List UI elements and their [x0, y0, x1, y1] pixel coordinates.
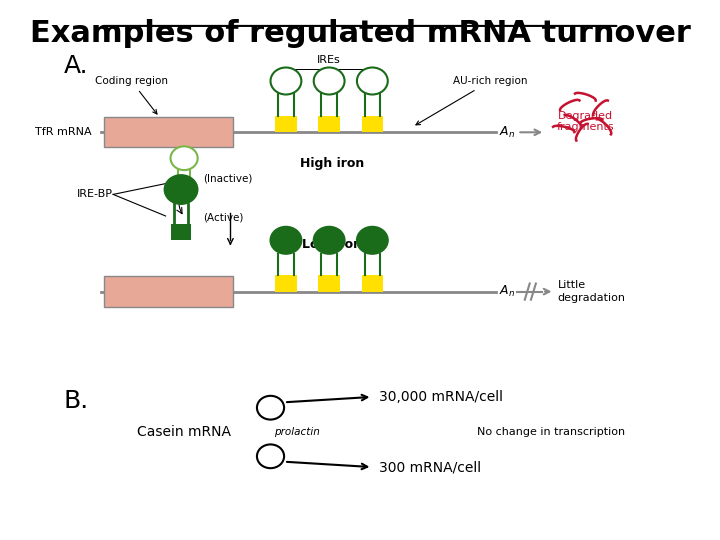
FancyBboxPatch shape	[361, 116, 383, 132]
Text: 30,000 mRNA/cell: 30,000 mRNA/cell	[379, 390, 503, 404]
Text: A.: A.	[64, 54, 89, 78]
Text: -: -	[267, 447, 274, 465]
Text: Examples of regulated mRNA turnover: Examples of regulated mRNA turnover	[30, 19, 690, 48]
Text: Casein mRNA: Casein mRNA	[137, 425, 231, 439]
Text: B.: B.	[64, 389, 89, 413]
Circle shape	[257, 396, 284, 420]
Text: Low iron: Low iron	[302, 238, 362, 251]
Circle shape	[314, 227, 345, 254]
Text: $A_n$: $A_n$	[499, 284, 515, 299]
FancyBboxPatch shape	[275, 116, 297, 132]
Text: IRE-BP: IRE-BP	[77, 190, 113, 199]
Circle shape	[314, 68, 345, 94]
FancyBboxPatch shape	[318, 116, 340, 132]
Circle shape	[271, 68, 302, 94]
Text: No change in transcription: No change in transcription	[477, 427, 626, 437]
Text: IREs: IREs	[318, 55, 341, 65]
Circle shape	[271, 227, 302, 254]
Text: $A_n$: $A_n$	[499, 125, 515, 140]
FancyBboxPatch shape	[104, 117, 233, 147]
FancyBboxPatch shape	[104, 276, 233, 307]
Circle shape	[357, 227, 388, 254]
Text: (Inactive): (Inactive)	[202, 173, 252, 183]
FancyBboxPatch shape	[171, 224, 192, 240]
Text: High iron: High iron	[300, 157, 364, 170]
Circle shape	[257, 444, 284, 468]
Text: AU-rich region: AU-rich region	[416, 76, 527, 125]
Text: Degraded
fragments: Degraded fragments	[557, 111, 614, 132]
Text: 300 mRNA/cell: 300 mRNA/cell	[379, 460, 481, 474]
Circle shape	[165, 176, 197, 204]
FancyBboxPatch shape	[275, 275, 297, 292]
Circle shape	[171, 146, 198, 170]
Text: Coding region: Coding region	[95, 76, 168, 114]
FancyBboxPatch shape	[175, 189, 194, 202]
FancyBboxPatch shape	[318, 275, 340, 292]
Circle shape	[357, 68, 388, 94]
Text: Little
degradation: Little degradation	[557, 280, 626, 303]
FancyBboxPatch shape	[361, 275, 383, 292]
Text: TfR mRNA: TfR mRNA	[35, 127, 91, 137]
Text: +: +	[264, 400, 277, 415]
Text: prolactin: prolactin	[274, 427, 320, 437]
Text: (Active): (Active)	[202, 212, 243, 222]
